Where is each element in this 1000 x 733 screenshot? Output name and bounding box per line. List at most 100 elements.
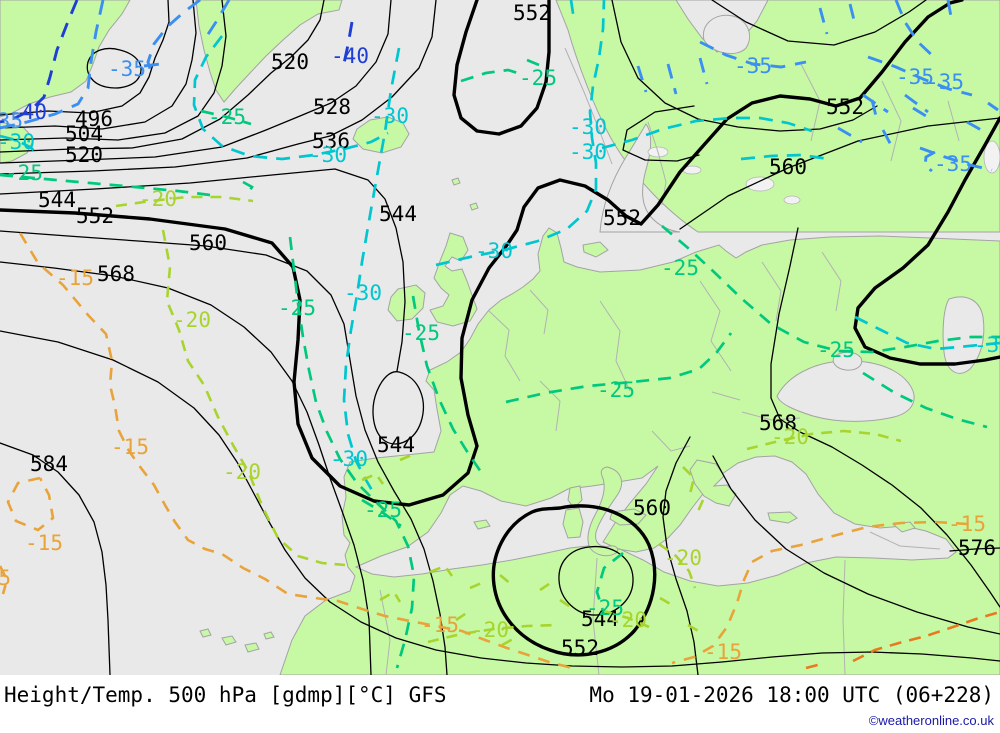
country-border	[529, 289, 549, 335]
height-contour	[611, 0, 878, 132]
temperature-contour	[427, 623, 559, 644]
temperature-contour	[501, 636, 516, 647]
height-label: 528	[313, 95, 351, 119]
temperature-contour	[0, 134, 41, 158]
temperature-label: -35	[926, 70, 964, 94]
height-label: 560	[769, 155, 807, 179]
height-contour	[622, 105, 700, 162]
country-border	[947, 100, 960, 142]
temperature-contour	[469, 580, 485, 590]
height-contour	[662, 436, 699, 675]
height-contour	[853, 116, 1000, 366]
temperature-label: -25	[586, 596, 624, 620]
temperature-label: -30	[344, 281, 382, 305]
temperature-contour	[341, 21, 354, 69]
temperature-contour	[682, 466, 696, 495]
temperature-label: -30	[309, 143, 347, 167]
height-label: 552	[76, 204, 114, 228]
island	[451, 177, 461, 186]
temperature-contour	[946, 0, 954, 23]
temperature-contour	[904, 93, 929, 114]
temperature-label: -35	[934, 152, 972, 176]
lake	[983, 140, 1000, 174]
temperature-label: -30	[371, 104, 409, 128]
height-contour	[491, 504, 657, 657]
temperature-contour	[603, 609, 650, 629]
chart-parameter-title: Height/Temp. 500 hPa [gdmp][°C] GFS	[4, 683, 447, 707]
temperature-contour	[499, 574, 513, 586]
height-contour	[0, 0, 170, 116]
temperature-contour	[342, 47, 401, 493]
height-label: 560	[633, 496, 671, 520]
country-border	[761, 261, 782, 322]
height-label: 568	[97, 262, 135, 286]
island	[244, 642, 260, 653]
copyright-link[interactable]: ©weatheronline.co.uk	[868, 713, 994, 728]
temperature-contour	[699, 40, 807, 69]
island	[767, 511, 798, 524]
temperature-contour	[661, 224, 1000, 354]
temperature-contour	[539, 580, 553, 592]
chart-datetime: Mo 19-01-2026 18:00 UTC (06+228)	[589, 683, 994, 707]
temperature-label: -20	[771, 425, 809, 449]
temperature-contour	[837, 126, 863, 144]
height-contour	[86, 47, 142, 89]
temperature-contour	[201, 0, 231, 43]
temperature-contour	[399, 452, 415, 462]
height-label: 568	[759, 411, 797, 435]
island	[221, 635, 237, 646]
lake-layer	[647, 140, 1000, 205]
temperature-label: -25	[278, 296, 316, 320]
temperature-label: -25	[661, 256, 699, 280]
country-border	[881, 80, 902, 162]
landmass	[195, 0, 343, 103]
height-contour	[711, 0, 927, 46]
footer-bar: Height/Temp. 500 hPa [gdmp][°C] GFS Mo 1…	[0, 675, 1000, 733]
temperature-contour	[862, 371, 988, 429]
temperature-contour	[146, 0, 201, 73]
temperature-contour	[455, 610, 469, 622]
temperature-contour	[435, 0, 606, 267]
temperature-contour	[0, 0, 79, 124]
temperature-contour	[987, 101, 999, 112]
temperature-contour	[361, 498, 402, 528]
temperature-contour	[671, 520, 969, 665]
height-label: 496	[75, 107, 113, 131]
height-contour	[452, 0, 551, 136]
temperature-label: -15	[25, 531, 63, 555]
height-contour	[0, 0, 964, 507]
island	[469, 202, 479, 211]
land-layer	[0, 0, 1000, 675]
temperature-label: -40	[331, 44, 369, 68]
height-contour	[372, 371, 424, 445]
height-label: 520	[65, 143, 103, 167]
temperature-label: -30	[974, 333, 1000, 357]
island	[562, 507, 584, 539]
temperature-label: -15	[56, 266, 94, 290]
temperature-label: -20	[173, 308, 211, 332]
height-label: 536	[312, 129, 350, 153]
temperature-label: -25	[208, 105, 246, 129]
temperature-label: -15	[0, 566, 11, 590]
temperature-contour	[698, 57, 709, 85]
height-contour	[949, 547, 1000, 552]
sea-body	[942, 296, 985, 374]
temperature-contour	[379, 590, 402, 603]
island	[263, 631, 275, 640]
temperature-contour	[161, 229, 346, 567]
height-contour	[679, 117, 1000, 230]
temperature-contour	[143, 62, 161, 68]
temperature-contour	[636, 65, 648, 93]
temperature-label: -25	[597, 378, 635, 402]
height-contour	[712, 455, 1000, 635]
temperature-contour	[966, 120, 984, 133]
country-border	[842, 559, 846, 675]
height-label: 584	[30, 452, 68, 476]
temperature-contour	[18, 232, 573, 670]
temperature-contour	[746, 429, 902, 451]
temperature-contour	[848, 3, 858, 29]
temperature-label: -20	[609, 608, 647, 632]
